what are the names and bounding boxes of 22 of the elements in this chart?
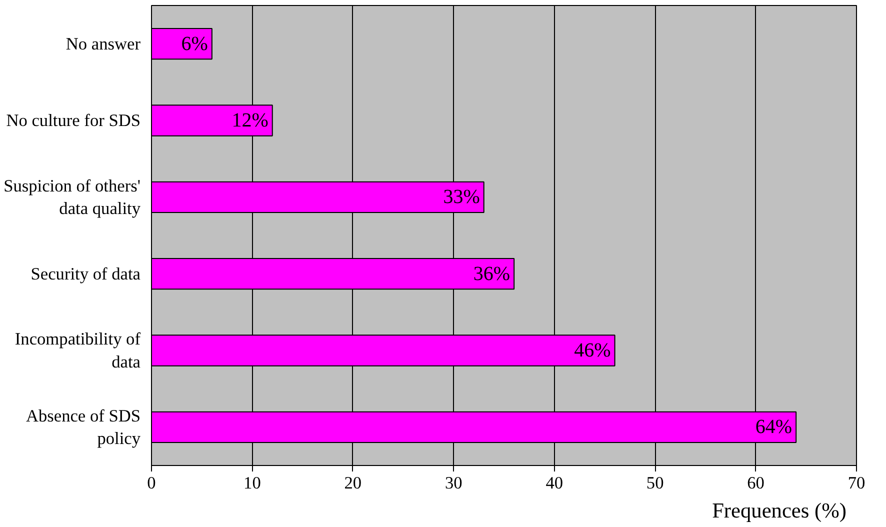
x-tick-label: 50 — [646, 474, 664, 492]
x-tick-label: 30 — [444, 474, 462, 492]
y-tick-label: No answer — [66, 34, 141, 54]
data-label: 33% — [443, 186, 480, 208]
y-tick-label: No culture for SDS — [6, 111, 141, 130]
data-label: 6% — [181, 32, 208, 55]
x-tick-label: 10 — [244, 474, 261, 492]
x-axis-title: Frequences (%) — [712, 498, 847, 522]
x-tick-label: 60 — [747, 474, 764, 492]
data-label: 12% — [232, 110, 268, 132]
data-label: 46% — [574, 340, 611, 362]
y-tick-label: Absence of SDS policy — [26, 406, 141, 448]
data-label: 64% — [755, 416, 792, 438]
x-tick-label: 0 — [147, 474, 156, 492]
x-tick-label: 40 — [546, 474, 564, 492]
y-tick-label: Incompatibility of data — [14, 330, 141, 372]
x-tick-label: 70 — [848, 474, 866, 492]
y-tick-label: Suspicion of others' data quality — [4, 176, 141, 218]
bar — [152, 28, 212, 60]
x-tick-label: 20 — [344, 474, 362, 492]
y-tick-label: Security of data — [30, 264, 141, 284]
data-label: 36% — [473, 262, 510, 285]
